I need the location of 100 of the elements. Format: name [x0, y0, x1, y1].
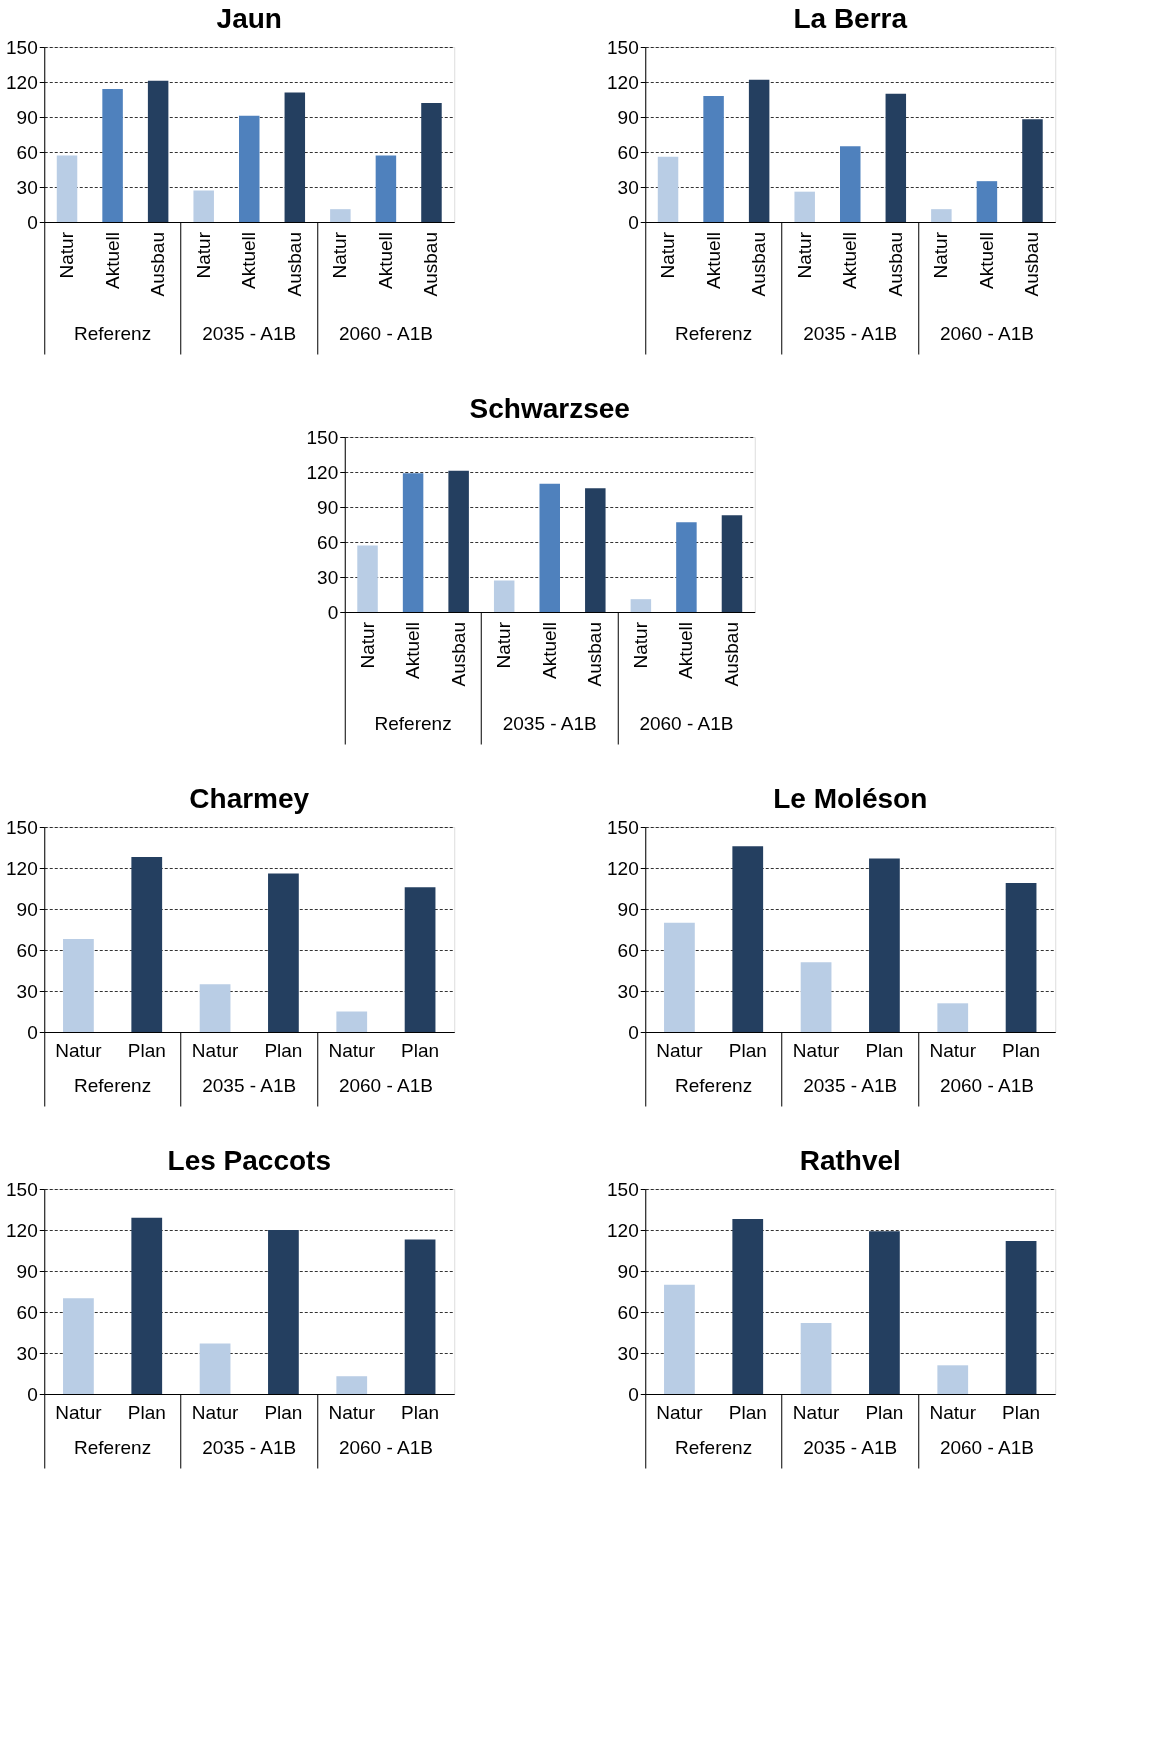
- text: Natur: [792, 1040, 840, 1061]
- x-tick-label: 2060 - A1B: [639, 712, 734, 734]
- bar: [885, 93, 907, 222]
- bar: [63, 939, 94, 1032]
- x-tick-label: Referenz: [74, 1436, 152, 1458]
- text: Aktuell: [238, 232, 260, 290]
- bar: [63, 1298, 94, 1394]
- bar: [976, 181, 998, 222]
- bar: [585, 488, 606, 612]
- x-tick-label: Referenz: [74, 322, 152, 344]
- y-tick-label: 60: [16, 141, 38, 163]
- text: Natur: [192, 232, 214, 279]
- x-tick-label: 2060 - A1B: [338, 1436, 433, 1458]
- x-tick-label: Referenz: [675, 322, 753, 344]
- series-label: Natur: [929, 1040, 977, 1061]
- text: Ausbau: [720, 622, 742, 687]
- text: Ausbau: [584, 622, 606, 687]
- bar: [493, 580, 515, 612]
- y-tick-label: 30: [617, 176, 639, 198]
- bar: [869, 858, 900, 1032]
- bar: [937, 1003, 969, 1032]
- bar: [147, 80, 169, 222]
- text: Ausbau: [147, 232, 169, 297]
- bar: [721, 515, 743, 612]
- y-tick-label: 0: [27, 1383, 38, 1405]
- bar: [1005, 1240, 1037, 1394]
- x-tick-label: Referenz: [675, 1436, 753, 1458]
- bar: [239, 115, 260, 222]
- y-tick-label: 0: [628, 1383, 639, 1405]
- chart-title: Jaun: [216, 3, 282, 34]
- y-tick-label: 120: [607, 857, 639, 879]
- bar: [732, 846, 764, 1032]
- text: Natur: [930, 232, 952, 279]
- text: Aktuell: [702, 232, 724, 290]
- bar: [56, 155, 78, 222]
- text: Aktuell: [402, 622, 424, 680]
- text: Ausbau: [884, 232, 906, 297]
- text: Natur: [793, 232, 815, 279]
- y-tick-label: 90: [16, 1260, 38, 1282]
- bar: [1005, 883, 1037, 1032]
- y-tick-label: 60: [617, 939, 639, 961]
- chart-title: Rathvel: [799, 1145, 901, 1176]
- bar: [268, 873, 299, 1032]
- bar: [840, 146, 861, 222]
- y-tick-label: 150: [6, 36, 38, 58]
- y-tick-label: 150: [607, 36, 639, 58]
- y-tick-label: 90: [16, 898, 38, 920]
- y-tick-label: 150: [306, 426, 339, 448]
- x-tick-label: 2035 - A1B: [803, 1436, 898, 1458]
- bar: [664, 1284, 695, 1394]
- x-tick-label: Referenz: [74, 1074, 152, 1096]
- text: Ausbau: [1021, 232, 1043, 297]
- text: Plan: [401, 1402, 440, 1423]
- text: Ausbau: [447, 622, 469, 687]
- y-tick-label: 30: [617, 980, 639, 1002]
- chart-title: La Berra: [793, 3, 908, 34]
- text: Natur: [656, 1040, 703, 1061]
- y-tick-label: 120: [607, 71, 639, 93]
- text: Aktuell: [975, 232, 997, 290]
- x-tick-label: 2035 - A1B: [803, 322, 898, 344]
- bar: [1022, 119, 1043, 222]
- series-label: Plan: [1002, 1040, 1041, 1061]
- bar: [539, 483, 560, 612]
- bar: [630, 599, 652, 612]
- series-label: Natur: [328, 1040, 376, 1061]
- bar: [102, 89, 123, 222]
- y-tick-label: 90: [617, 1260, 639, 1282]
- text: Natur: [55, 1040, 102, 1061]
- text: Ausbau: [420, 232, 442, 297]
- text: Natur: [493, 622, 515, 669]
- y-tick-label: 120: [6, 857, 38, 879]
- y-tick-label: 60: [317, 531, 339, 553]
- y-tick-label: 90: [617, 898, 639, 920]
- x-tick-label: Referenz: [675, 1074, 753, 1096]
- text: Natur: [657, 231, 679, 279]
- x-tick-label: 2060 - A1B: [939, 1074, 1034, 1096]
- text: Natur: [329, 232, 351, 279]
- series-label: Plan: [264, 1402, 303, 1423]
- y-tick-label: 0: [327, 601, 339, 623]
- bar: [268, 1230, 299, 1394]
- y-tick-label: 0: [628, 211, 639, 233]
- y-tick-label: 30: [16, 980, 38, 1002]
- bar: [800, 1322, 832, 1394]
- y-tick-label: 150: [607, 816, 639, 838]
- x-tick-label: 2060 - A1B: [939, 1436, 1034, 1458]
- y-tick-label: 120: [6, 1219, 38, 1241]
- bar: [676, 522, 697, 612]
- y-tick-label: 90: [317, 496, 339, 518]
- text: Plan: [865, 1402, 904, 1423]
- text: Aktuell: [839, 232, 861, 290]
- text: Natur: [191, 1402, 239, 1423]
- chart-title: Charmey: [189, 783, 310, 814]
- text: Ausbau: [748, 232, 770, 297]
- bar: [448, 470, 469, 612]
- bar: [193, 190, 214, 222]
- text: Plan: [127, 1040, 166, 1061]
- x-tick-label: 2060 - A1B: [338, 322, 433, 344]
- text: Ausbau: [283, 232, 305, 297]
- text: Plan: [728, 1040, 767, 1061]
- bar: [336, 1011, 368, 1032]
